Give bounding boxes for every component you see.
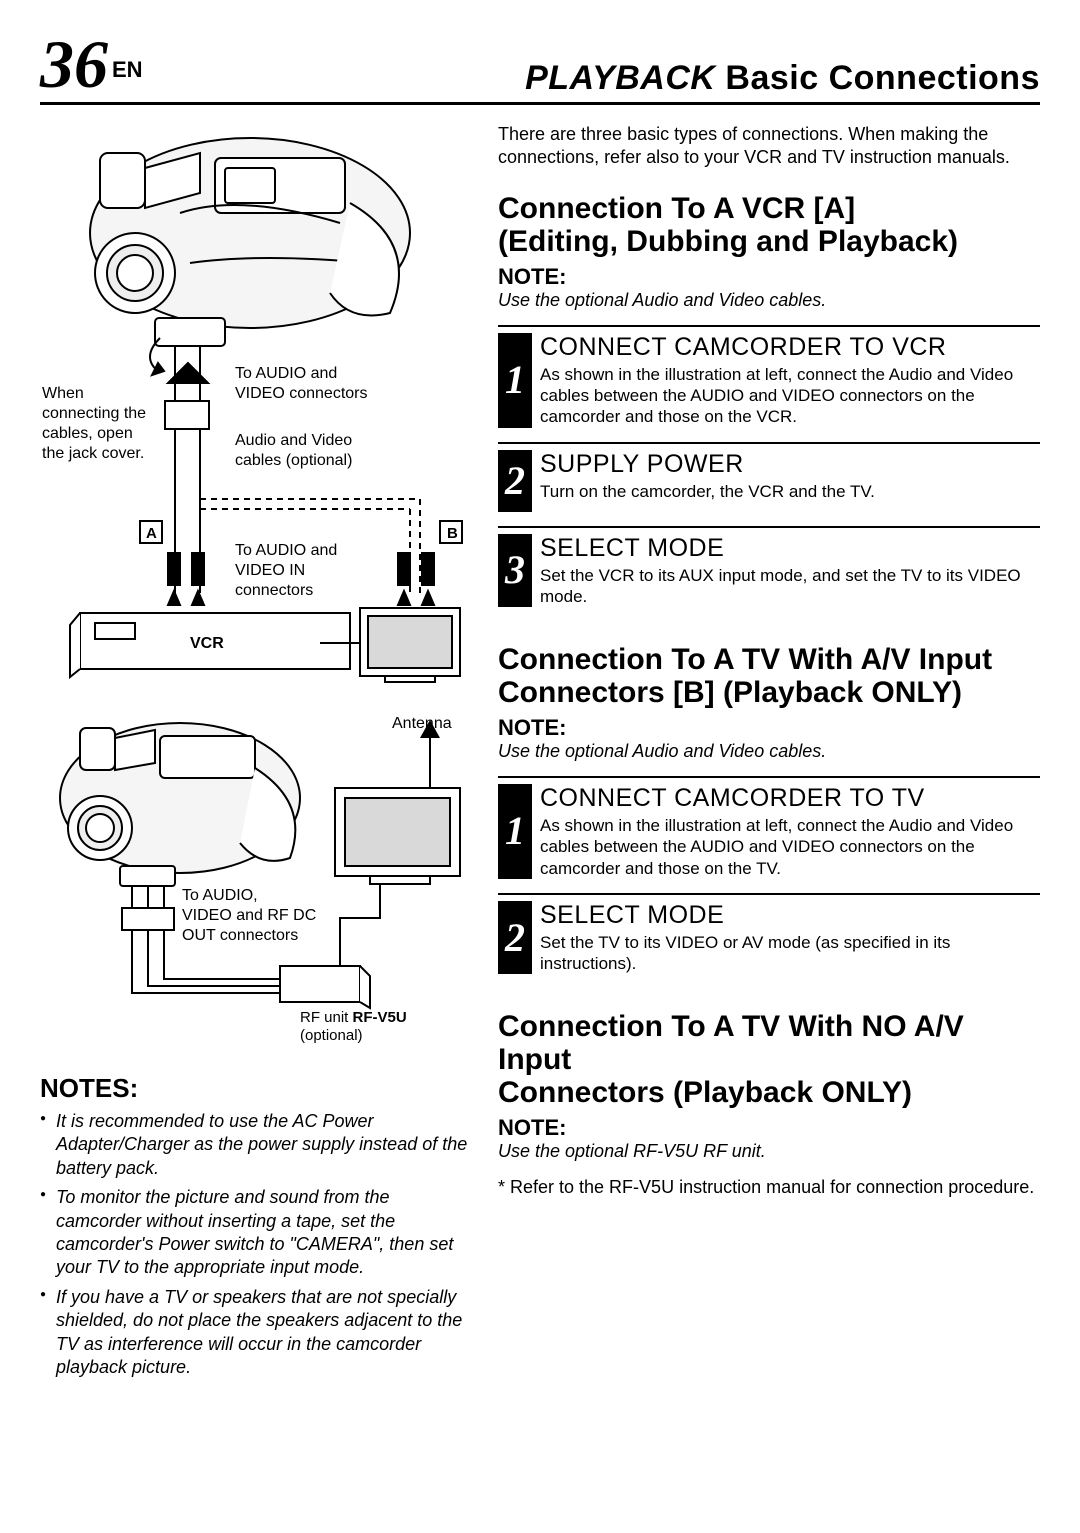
- d2-conn-l1: To AUDIO,: [182, 887, 258, 904]
- d2-antenna: Antenna: [392, 715, 452, 732]
- page-header: 36EN PLAYBACK Basic Connections: [40, 30, 1040, 105]
- label-jack-l1: When: [42, 385, 84, 402]
- step-body: SELECT MODE Set the TV to its VIDEO or A…: [540, 901, 1040, 975]
- step-title: SELECT MODE: [540, 534, 1040, 563]
- step: 3 SELECT MODE Set the VCR to its AUX inp…: [498, 526, 1040, 608]
- label-jack-l3: cables, open: [42, 425, 133, 442]
- section-a-h-l1: Connection To A VCR [A]: [498, 192, 855, 225]
- step-number: 1: [498, 784, 532, 879]
- step-title: SUPPLY POWER: [540, 450, 1040, 479]
- page-lang-suffix: EN: [112, 57, 143, 82]
- section-c-footnote: * Refer to the RF-V5U instruction manual…: [498, 1176, 1040, 1199]
- label-to-av-in-l2: VIDEO IN: [235, 562, 305, 579]
- two-column-layout: When connecting the cables, open the jac…: [40, 123, 1040, 1385]
- page-title-rest: Basic Connections: [725, 59, 1040, 97]
- d2-conn-l2: VIDEO and RF DC: [182, 907, 316, 924]
- step-text: Set the VCR to its AUX input mode, and s…: [540, 565, 1040, 608]
- diagram-tv-rf-connection: To AUDIO, VIDEO and RF DC OUT connectors: [40, 708, 470, 1053]
- box-b: B: [447, 525, 458, 542]
- label-to-av-l2: VIDEO connectors: [235, 385, 368, 402]
- section-a-note-h: NOTE:: [498, 264, 1040, 290]
- box-a: A: [146, 525, 157, 542]
- left-column: When connecting the cables, open the jac…: [40, 123, 470, 1385]
- step-number: 2: [498, 450, 532, 512]
- step-number: 3: [498, 534, 532, 608]
- step-text: Turn on the camcorder, the VCR and the T…: [540, 481, 1040, 502]
- label-av-cables-l1: Audio and Video: [235, 432, 352, 449]
- section-b-h-l1: Connection To A TV With A/V Input: [498, 643, 992, 676]
- section-a-heading: Connection To A VCR [A] (Editing, Dubbin…: [498, 192, 1040, 258]
- page-title: PLAYBACK Basic Connections: [525, 59, 1040, 98]
- diagram-1-svg: When connecting the cables, open the jac…: [40, 123, 470, 683]
- step-title: CONNECT CAMCORDER TO VCR: [540, 333, 1040, 362]
- notes-item: It is recommended to use the AC Power Ad…: [40, 1110, 470, 1180]
- step-text: As shown in the illustration at left, co…: [540, 364, 1040, 428]
- label-jack-l2: connecting the: [42, 405, 146, 422]
- label-to-av-in-l3: connectors: [235, 582, 313, 599]
- step-number: 2: [498, 901, 532, 975]
- notes-heading: NOTES:: [40, 1073, 470, 1104]
- d2-rf-l2: (optional): [300, 1027, 363, 1044]
- step: 2 SELECT MODE Set the TV to its VIDEO or…: [498, 893, 1040, 975]
- diagram-vcr-connection: When connecting the cables, open the jac…: [40, 123, 470, 688]
- section-a-note-body: Use the optional Audio and Video cables.: [498, 290, 1040, 311]
- notes-item: To monitor the picture and sound from th…: [40, 1186, 470, 1280]
- step: 2 SUPPLY POWER Turn on the camcorder, th…: [498, 442, 1040, 512]
- intro-text: There are three basic types of connectio…: [498, 123, 1040, 170]
- section-a-h-l2: (Editing, Dubbing and Playback): [498, 225, 958, 258]
- section-c-heading: Connection To A TV With NO A/V Input Con…: [498, 1010, 1040, 1109]
- d2-conn-l3: OUT connectors: [182, 927, 298, 944]
- page-number: 36EN: [40, 30, 143, 98]
- section-b-note-body: Use the optional Audio and Video cables.: [498, 741, 1040, 762]
- section-b-heading: Connection To A TV With A/V Input Connec…: [498, 643, 1040, 709]
- step-text: Set the TV to its VIDEO or AV mode (as s…: [540, 932, 1040, 975]
- section-b-h-l2: Connectors [B] (Playback ONLY): [498, 676, 962, 709]
- section-c-h-l1: Connection To A TV With NO A/V Input: [498, 1010, 964, 1076]
- page-number-value: 36: [40, 26, 108, 102]
- label-to-av-in-l1: To AUDIO and: [235, 542, 337, 559]
- label-av-cables-l2: cables (optional): [235, 452, 352, 469]
- step: 1 CONNECT CAMCORDER TO VCR As shown in t…: [498, 325, 1040, 428]
- step-body: SUPPLY POWER Turn on the camcorder, the …: [540, 450, 1040, 512]
- diagram-2-svg: To AUDIO, VIDEO and RF DC OUT connectors: [40, 708, 470, 1048]
- notes-block: NOTES: It is recommended to use the AC P…: [40, 1073, 470, 1379]
- manual-page: 36EN PLAYBACK Basic Connections: [0, 0, 1080, 1425]
- step-body: SELECT MODE Set the VCR to its AUX input…: [540, 534, 1040, 608]
- vcr-label: VCR: [190, 635, 224, 652]
- section-tv-av: Connection To A TV With A/V Input Connec…: [498, 643, 1040, 974]
- section-vcr: Connection To A VCR [A] (Editing, Dubbin…: [498, 192, 1040, 607]
- section-c-note-h: NOTE:: [498, 1115, 1040, 1141]
- step-body: CONNECT CAMCORDER TO VCR As shown in the…: [540, 333, 1040, 428]
- section-tv-no-av: Connection To A TV With NO A/V Input Con…: [498, 1010, 1040, 1199]
- label-to-av-l1: To AUDIO and: [235, 365, 337, 382]
- page-title-em: PLAYBACK: [525, 59, 715, 97]
- right-column: There are three basic types of connectio…: [498, 123, 1040, 1385]
- d2-rf-l1: RF unit RF-V5U: [300, 1009, 407, 1026]
- notes-item: If you have a TV or speakers that are no…: [40, 1286, 470, 1380]
- section-c-h-l2: Connectors (Playback ONLY): [498, 1076, 912, 1109]
- step-text: As shown in the illustration at left, co…: [540, 815, 1040, 879]
- step: 1 CONNECT CAMCORDER TO TV As shown in th…: [498, 776, 1040, 879]
- step-title: SELECT MODE: [540, 901, 1040, 930]
- step-title: CONNECT CAMCORDER TO TV: [540, 784, 1040, 813]
- step-number: 1: [498, 333, 532, 428]
- step-body: CONNECT CAMCORDER TO TV As shown in the …: [540, 784, 1040, 879]
- section-c-note-body: Use the optional RF-V5U RF unit.: [498, 1141, 1040, 1162]
- label-jack-l4: the jack cover.: [42, 445, 144, 462]
- notes-list: It is recommended to use the AC Power Ad…: [40, 1110, 470, 1379]
- section-b-note-h: NOTE:: [498, 715, 1040, 741]
